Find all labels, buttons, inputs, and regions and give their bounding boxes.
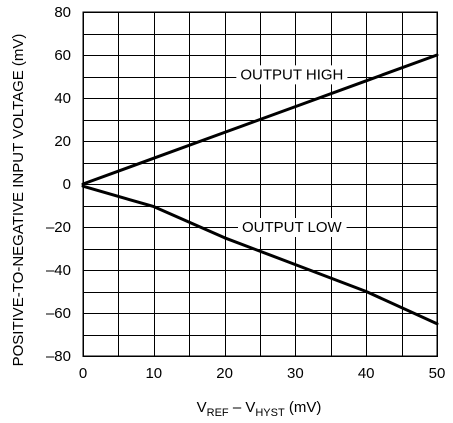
x-tick-label-3: 30 bbox=[287, 365, 304, 382]
x-axis-label-base-1: V bbox=[197, 399, 207, 416]
x-tick-label-1: 10 bbox=[145, 365, 162, 382]
x-axis-label-mid: – V bbox=[229, 399, 256, 416]
annotation-bg-1 bbox=[237, 218, 347, 237]
x-axis-label: VREF – VHYST (mV) bbox=[197, 399, 322, 419]
x-tick-label-0: 0 bbox=[79, 365, 87, 382]
annotation-label-1: OUTPUT LOW bbox=[242, 219, 343, 236]
annotation-1: OUTPUT LOW bbox=[237, 218, 347, 237]
y-tick-label-6: 40 bbox=[54, 90, 71, 107]
y-tick-label-1: –60 bbox=[46, 305, 71, 322]
y-tick-label-5: 20 bbox=[54, 133, 71, 150]
series-line-0 bbox=[81, 53, 439, 186]
x-tick-label-5: 50 bbox=[429, 365, 446, 382]
y-tick-label-8: 80 bbox=[54, 4, 71, 21]
series-line-1 bbox=[81, 184, 439, 326]
y-tick-label-0: –80 bbox=[46, 348, 71, 365]
y-tick-label-7: 60 bbox=[54, 47, 71, 64]
y-tick-label-4: 0 bbox=[63, 176, 71, 193]
series-layer bbox=[81, 53, 439, 326]
x-axis-label-sub-1: REF bbox=[207, 407, 229, 419]
y-axis-label: POSITIVE-TO-NEGATIVE INPUT VOLTAGE (mV) bbox=[10, 34, 27, 367]
y-tick-labels: –80 –60 –40 –20 0 20 40 60 80 bbox=[46, 4, 71, 365]
y-tick-label-3: –20 bbox=[46, 219, 71, 236]
annotation-bg-0 bbox=[236, 65, 348, 85]
y-tick-label-2: –40 bbox=[46, 262, 71, 279]
annotation-0: OUTPUT HIGH bbox=[236, 65, 348, 85]
x-axis-label-unit: (mV) bbox=[285, 399, 322, 416]
annotation-label-0: OUTPUT HIGH bbox=[240, 66, 343, 83]
x-axis-label-sub-2: HYST bbox=[255, 407, 285, 419]
x-tick-labels: 0 10 20 30 40 50 bbox=[79, 365, 446, 382]
annotation-layer: OUTPUT HIGH OUTPUT LOW bbox=[236, 65, 348, 237]
x-tick-label-4: 40 bbox=[358, 365, 375, 382]
x-tick-label-2: 20 bbox=[216, 365, 233, 382]
grid bbox=[83, 12, 438, 357]
